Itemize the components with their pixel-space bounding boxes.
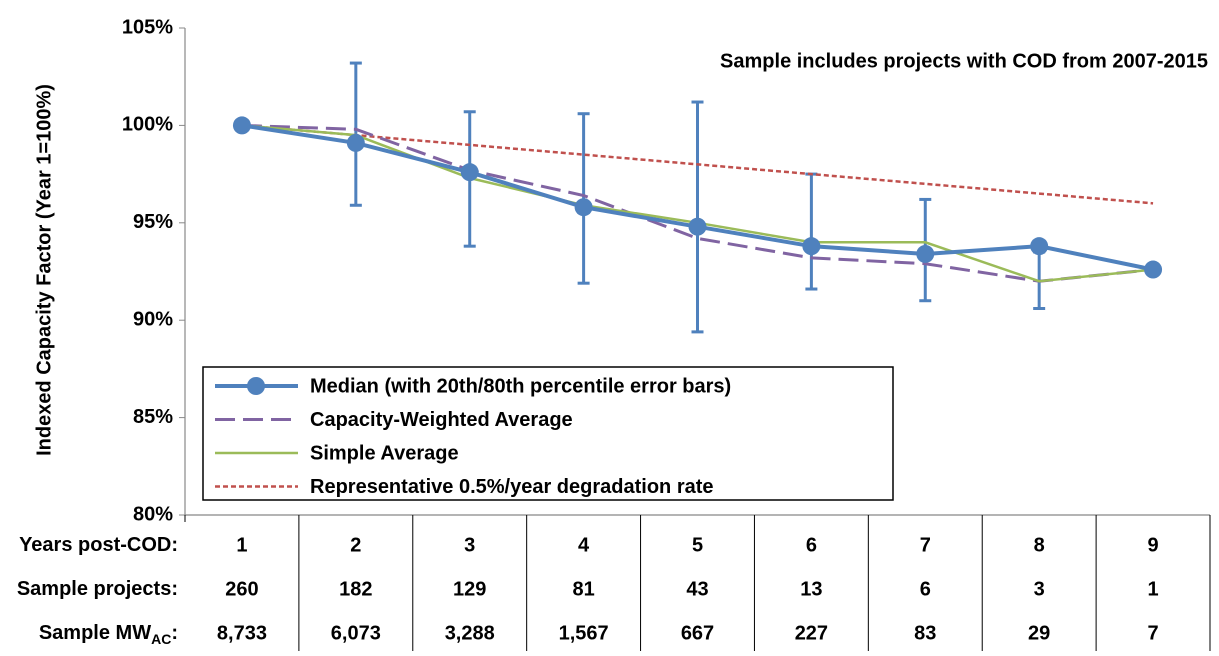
legend-box [202, 366, 894, 501]
table-cell: 6 [920, 578, 931, 600]
table-cell: 1,567 [559, 622, 609, 644]
y-tick-label: 90% [133, 308, 173, 330]
y-tick-label: 105% [122, 16, 173, 38]
row-label-text: Years post-COD: [19, 534, 178, 556]
x-tick-label: 4 [578, 534, 590, 556]
table-cell: 3,288 [445, 622, 495, 644]
table-cell: 129 [453, 578, 486, 600]
point [688, 217, 707, 236]
table-cell: 6,073 [331, 622, 381, 644]
table-cell: 29 [1028, 622, 1050, 644]
y-tick-label: 95% [133, 211, 173, 233]
x-tick-label: 7 [920, 534, 931, 556]
point [232, 116, 251, 135]
x-tick-label: 1 [236, 534, 247, 556]
error-bar [805, 172, 818, 291]
table-cell: 667 [681, 622, 714, 644]
row-label: Sample projects: [17, 578, 178, 600]
point [916, 244, 935, 263]
row-label: Sample MWAC: [39, 622, 178, 646]
table-cell: 260 [225, 578, 258, 600]
legend-label: Capacity-Weighted Average [310, 409, 573, 431]
x-tick-label: 6 [806, 534, 817, 556]
row-label: Years post-COD: [19, 534, 178, 556]
table-cell: 83 [914, 622, 936, 644]
x-tick-label: 8 [1034, 534, 1045, 556]
series-line [241, 123, 1154, 283]
table-cell: 227 [795, 622, 828, 644]
x-tick-label: 5 [692, 534, 703, 556]
y-tick-label: 100% [122, 114, 173, 136]
row-label-suffix: : [171, 622, 178, 644]
point [1144, 260, 1163, 279]
x-tick-label: 2 [350, 534, 361, 556]
table-cell: 81 [572, 578, 594, 600]
table-cell: 8,733 [217, 622, 267, 644]
table-cell: 1 [1147, 578, 1158, 600]
table-cell: 43 [686, 578, 708, 600]
point [1030, 237, 1049, 256]
row-label-subscript: AC [151, 631, 171, 647]
table-cell: 7 [1147, 622, 1158, 644]
table-cell: 3 [1034, 578, 1045, 600]
error-bar [691, 100, 704, 334]
table-cell: 13 [800, 578, 822, 600]
y-tick-label: 80% [133, 503, 173, 525]
point [460, 163, 479, 182]
annotation: Sample includes projects with COD from 2… [720, 50, 1208, 72]
x-tick-label: 3 [464, 534, 475, 556]
legend-marker [247, 377, 265, 395]
row-label-text: Sample projects: [17, 578, 178, 600]
legend-label: Representative 0.5%/year degradation rat… [310, 476, 714, 498]
legend-label: Median (with 20th/80th percentile error … [310, 375, 731, 397]
x-tick-label: 9 [1147, 534, 1158, 556]
table-cell: 182 [339, 578, 372, 600]
point [346, 133, 365, 152]
series-line [241, 124, 1154, 205]
legend-label: Simple Average [310, 442, 459, 464]
y-axis-title: Indexed Capacity Factor (Year 1=100%) [33, 84, 55, 456]
y-tick-label: 85% [133, 406, 173, 428]
point [802, 237, 821, 256]
row-label-text: Sample MW [39, 622, 151, 644]
point [574, 198, 593, 217]
